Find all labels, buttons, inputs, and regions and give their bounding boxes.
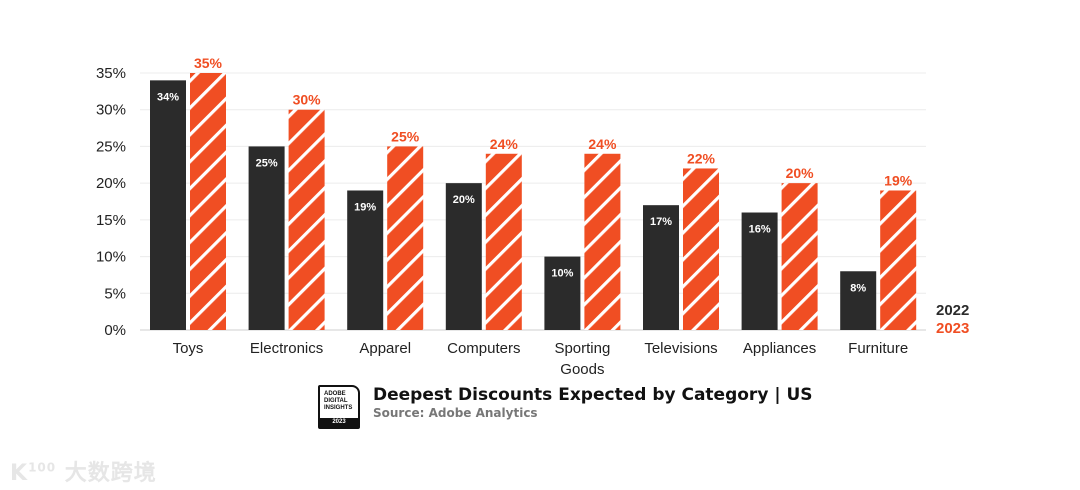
bar-2022 — [248, 146, 285, 330]
y-tick-label: 0% — [104, 322, 126, 339]
x-tick-label: Toys — [173, 340, 204, 357]
data-label-2022: 17% — [650, 216, 672, 228]
chart-footer: ADOBE DIGITAL INSIGHTS 2023 Deepest Disc… — [318, 385, 813, 429]
watermark-text: 大数跨境 — [64, 461, 157, 486]
y-tick-label: 10% — [96, 249, 126, 266]
data-label-2023: 22% — [687, 150, 716, 166]
data-label-2022: 19% — [354, 201, 376, 213]
data-label-2023: 25% — [391, 128, 420, 144]
data-label-2023: 24% — [588, 136, 617, 152]
x-tick-label: Goods — [560, 361, 604, 378]
x-tick-label: Furniture — [848, 340, 908, 357]
chart-title: Deepest Discounts Expected by Category |… — [373, 385, 813, 405]
watermark-logo-icon: K — [10, 461, 29, 486]
legend-2023: 2023 — [936, 320, 969, 337]
y-tick-label: 25% — [96, 138, 126, 155]
bar-2022 — [741, 212, 778, 330]
data-label-2023: 30% — [293, 92, 322, 108]
bar-2022 — [347, 190, 384, 330]
bar-2023 — [190, 73, 226, 330]
bar-2022 — [445, 183, 482, 330]
adobe-digital-insights-logo: ADOBE DIGITAL INSIGHTS 2023 — [318, 385, 360, 429]
y-tick-label: 30% — [96, 102, 126, 119]
badge-line: ADOBE — [324, 391, 346, 397]
data-label-2022: 25% — [256, 157, 278, 169]
data-label-2023: 35% — [194, 55, 223, 71]
data-label-2022: 16% — [749, 224, 771, 236]
x-tick-label: Appliances — [743, 340, 816, 357]
y-tick-label: 35% — [96, 65, 126, 82]
x-tick-label: Apparel — [359, 340, 411, 357]
badge-year: 2023 — [320, 418, 358, 427]
data-label-2023: 19% — [884, 172, 913, 188]
x-tick-label: Sporting — [554, 340, 610, 357]
x-tick-label: Electronics — [250, 340, 323, 357]
y-tick-label: 15% — [96, 212, 126, 229]
data-label-2022: 20% — [453, 194, 475, 206]
data-label-2023: 20% — [786, 165, 815, 181]
data-label-2022: 10% — [551, 268, 573, 280]
bar-2023 — [880, 190, 917, 330]
bar-2022 — [840, 271, 877, 330]
data-label-2022: 8% — [850, 282, 866, 294]
legend-2022: 2022 — [936, 302, 969, 319]
bar-2023 — [781, 183, 818, 330]
data-label-2023: 24% — [490, 136, 519, 152]
bar-2022 — [150, 80, 186, 330]
watermark: K100 大数跨境 — [10, 460, 157, 486]
bar-2023 — [288, 109, 325, 330]
bar-2023 — [683, 168, 719, 330]
x-tick-label: Televisions — [644, 340, 717, 357]
bar-2023 — [485, 153, 522, 330]
data-label-2022: 34% — [157, 91, 179, 103]
bar-2023 — [584, 153, 621, 330]
badge-line: INSIGHTS — [324, 405, 353, 411]
chart-source: Source: Adobe Analytics — [373, 406, 538, 420]
bar-2023 — [387, 146, 424, 330]
x-tick-label: Computers — [447, 340, 520, 357]
y-tick-label: 20% — [96, 175, 126, 192]
bar-2022 — [544, 256, 581, 330]
bar-chart: 0% 5% 10% 15% 20% 25% 30% 35% 34% 35% Toys 25% 30% El… — [96, 55, 969, 378]
y-tick-label: 5% — [104, 285, 126, 302]
bar-2022 — [643, 205, 679, 330]
badge-line: DIGITAL — [324, 398, 348, 404]
